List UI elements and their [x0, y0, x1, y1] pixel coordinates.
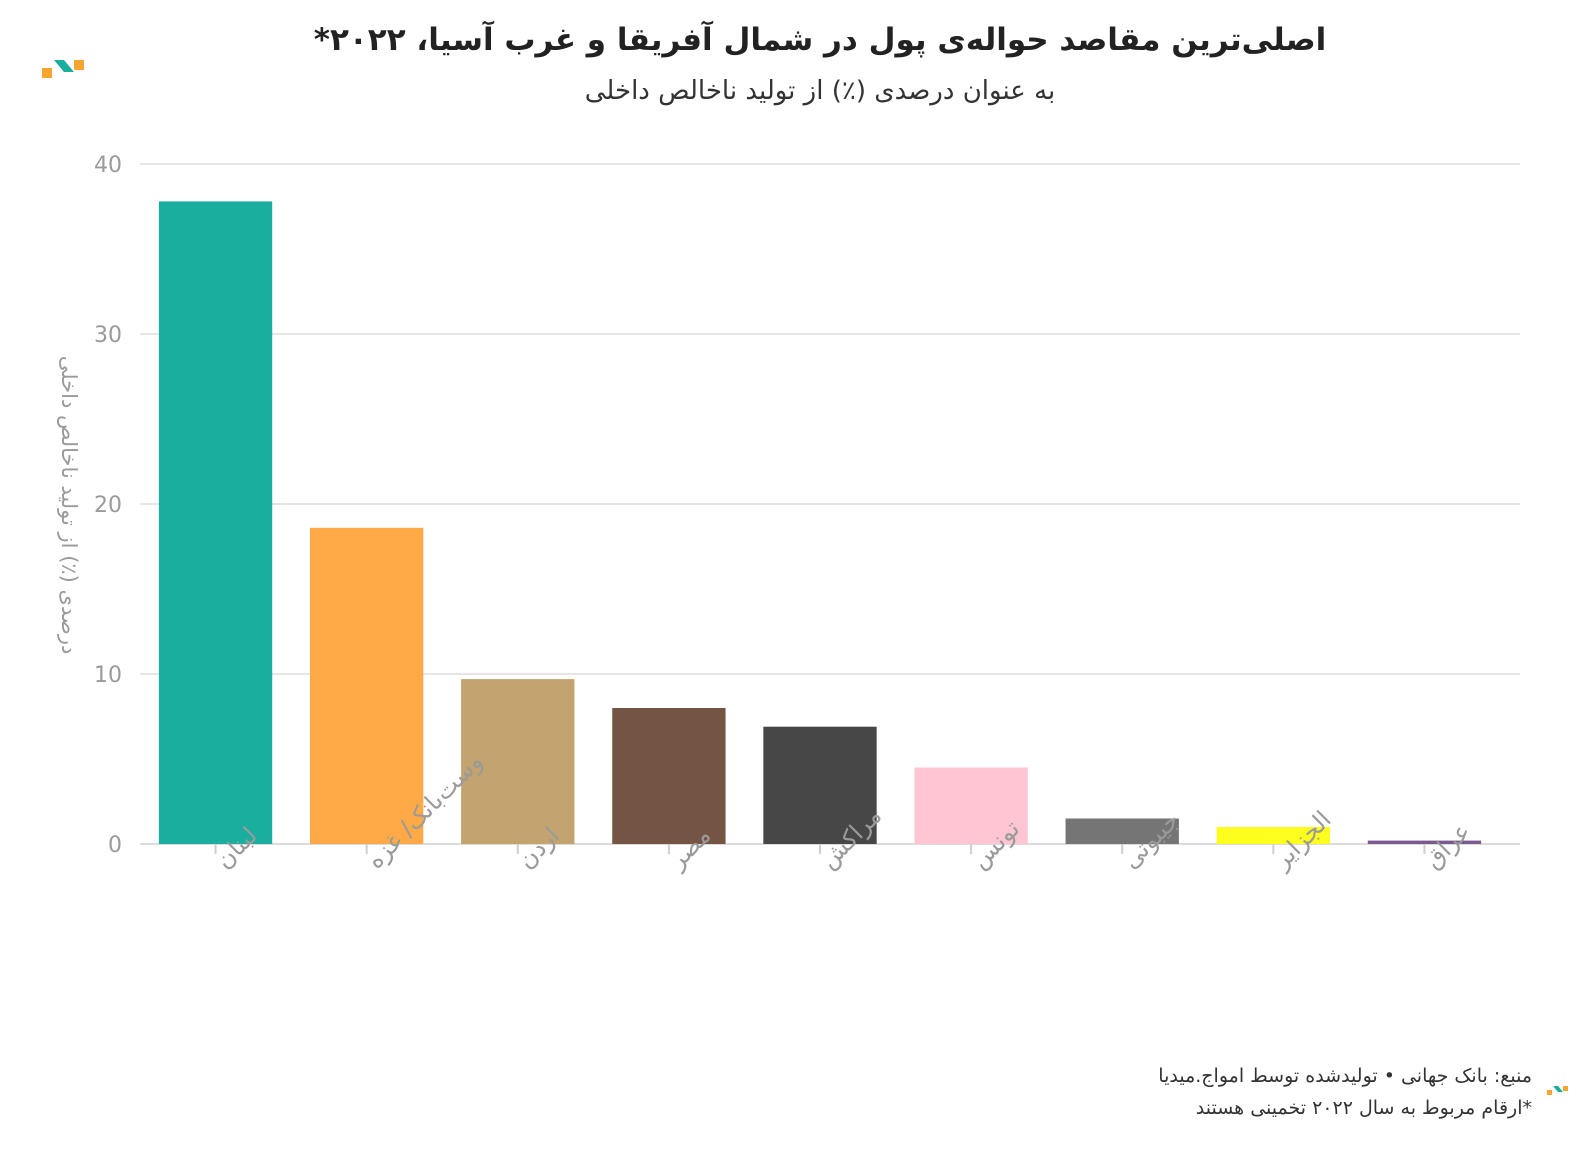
y-tick-label: 10	[94, 663, 122, 688]
bars	[158, 201, 1482, 844]
chart-subtitle: به عنوان درصدی (٪) از تولید ناخالص داخلی	[584, 76, 1056, 106]
chart-title: اصلی‌ترین مقاصد حواله‌ی پول در شمال آفری…	[313, 22, 1327, 58]
bar	[158, 201, 273, 844]
y-tick-label: 20	[94, 493, 122, 518]
bar	[612, 708, 726, 844]
source-note: منبع: بانک جهانی • تولیدشده توسط امواج.م…	[1158, 1065, 1532, 1087]
y-tick-label: 40	[94, 153, 122, 178]
bar	[1216, 827, 1330, 844]
chart-footer: منبع: بانک جهانی • تولیدشده توسط امواج.م…	[1158, 1060, 1532, 1124]
bar	[1065, 818, 1179, 844]
bar	[1367, 840, 1482, 844]
bar	[914, 767, 1028, 844]
y-tick-label: 0	[108, 833, 122, 858]
x-tick-label: عراق	[1419, 817, 1476, 874]
bar	[763, 726, 877, 844]
bar	[310, 527, 424, 844]
bar	[461, 679, 575, 844]
amwaj-logo-icon-small	[1547, 1086, 1568, 1095]
estimate-note: *ارقام مربوط به سال ۲۰۲۲ تخمینی هستند	[1195, 1097, 1532, 1119]
amwaj-logo-icon	[42, 60, 84, 78]
y-axis-ticks: 0 10 20 30 40	[94, 153, 122, 858]
y-tick-label: 30	[94, 323, 122, 348]
y-axis-label: درصدی (٪) از تولید ناخالص داخلی	[57, 356, 81, 655]
